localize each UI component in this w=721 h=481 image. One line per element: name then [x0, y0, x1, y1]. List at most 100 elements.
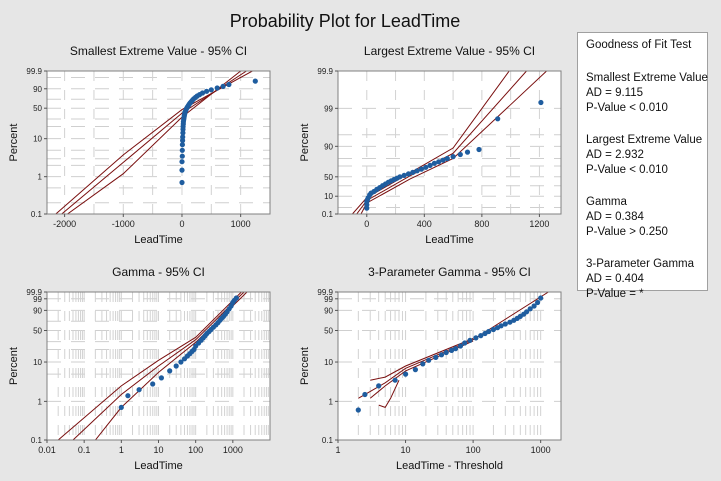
- data-point: [233, 295, 239, 301]
- data-point: [449, 347, 455, 353]
- x-tick-label: 1000: [531, 445, 551, 455]
- gof-ad-value: AD = 0.404: [586, 273, 644, 285]
- x-tick-label: 0.01: [38, 445, 56, 455]
- x-tick-label: 1: [335, 445, 340, 455]
- x-tick-label: 10: [401, 445, 411, 455]
- ci-upper-line: [370, 338, 474, 381]
- data-point: [464, 149, 471, 155]
- data-point: [392, 377, 398, 383]
- x-tick-label: 1: [119, 445, 124, 455]
- data-point: [440, 157, 446, 163]
- data-point: [490, 326, 496, 333]
- data-point: [410, 169, 416, 175]
- data-point: [498, 323, 504, 329]
- data-point: [220, 83, 226, 89]
- data-point: [118, 404, 124, 410]
- gof-block-sev: Smallest Extreme Value AD = 9.115 P-Valu…: [586, 71, 708, 116]
- data-point: [527, 306, 533, 312]
- fitted-line: [358, 292, 549, 399]
- x-tick-label: 0: [179, 219, 184, 229]
- x-tick-label: 100: [188, 445, 203, 455]
- x-tick-label: 100: [466, 445, 481, 455]
- y-tick-label: 0.1: [322, 436, 334, 445]
- data-point: [457, 343, 464, 349]
- gof-dist-name: Smallest Extreme Value: [586, 72, 708, 84]
- data-point: [158, 375, 164, 381]
- data-point: [179, 159, 185, 165]
- data-point: [179, 142, 185, 148]
- y-axis-label: Percent: [8, 347, 20, 385]
- data-point: [473, 335, 479, 341]
- data-point: [226, 81, 232, 88]
- data-points: [364, 99, 544, 211]
- data-point: [401, 172, 407, 178]
- plot-panel: 0.1 1 10 50 90 99.9 -2000 -1000 0 1000 Smallest Ex…: [8, 44, 271, 246]
- x-tick-label: -1000: [112, 219, 135, 229]
- data-point: [208, 87, 214, 93]
- data-point: [412, 367, 418, 373]
- figure-title: Probability Plot for LeadTime: [230, 11, 460, 31]
- ci-line-segment: [378, 379, 400, 409]
- y-tick-label: 99: [324, 295, 333, 304]
- x-tick-label: 0.1: [78, 445, 91, 455]
- ci-lower-line: [57, 292, 242, 440]
- data-points: [118, 295, 239, 410]
- y-tick-label: 10: [324, 358, 333, 367]
- data-point: [376, 383, 382, 389]
- data-point: [426, 357, 432, 363]
- data-point: [167, 368, 173, 374]
- y-tick-label: 99: [324, 104, 333, 113]
- x-axis-label: LeadTime: [134, 460, 183, 472]
- data-point: [538, 295, 544, 301]
- gof-ad-value: AD = 9.115: [586, 87, 644, 99]
- x-tick-label: 1000: [223, 445, 243, 455]
- gof-block-gamma: Gamma AD = 0.384 P-Value > 0.250: [586, 195, 707, 240]
- data-point: [173, 363, 179, 369]
- panel-title: Gamma - 95% CI: [112, 265, 205, 279]
- data-point: [179, 179, 185, 186]
- data-point: [178, 359, 184, 365]
- data-point: [436, 159, 442, 165]
- data-point: [444, 155, 450, 162]
- gof-dist-name: 3-Parameter Gamma: [586, 258, 695, 270]
- x-axis-label: LeadTime: [134, 234, 183, 246]
- data-points: [355, 295, 544, 413]
- data-point: [467, 337, 473, 343]
- data-point: [420, 361, 426, 367]
- y-tick-label: 0.1: [31, 436, 43, 445]
- x-tick-label: 400: [417, 219, 432, 229]
- data-point: [179, 147, 185, 153]
- data-point: [252, 78, 258, 84]
- y-axis-label: Percent: [299, 124, 311, 162]
- data-point: [362, 391, 368, 398]
- data-point: [427, 162, 433, 168]
- data-point: [457, 151, 463, 158]
- data-point: [478, 333, 484, 339]
- data-point: [502, 321, 508, 327]
- data-point: [476, 146, 482, 153]
- x-tick-label: 10: [153, 445, 163, 455]
- panel-title: 3-Parameter Gamma - 95% CI: [368, 265, 531, 279]
- data-point: [453, 346, 459, 352]
- data-point: [538, 99, 544, 106]
- y-tick-label: 90: [324, 306, 333, 315]
- data-point: [462, 340, 468, 346]
- data-point: [214, 85, 220, 91]
- data-point: [150, 381, 156, 387]
- y-tick-label: 50: [324, 326, 333, 335]
- data-point: [414, 168, 420, 174]
- fitted-line: [72, 292, 245, 440]
- x-tick-label: 1000: [231, 219, 251, 229]
- y-tick-label: 99.9: [26, 67, 42, 76]
- gof-ad-value: AD = 0.384: [586, 211, 644, 223]
- data-point: [179, 167, 185, 173]
- y-tick-label: 50: [33, 326, 42, 335]
- x-tick-label: 800: [474, 219, 489, 229]
- plot-border: [337, 70, 562, 215]
- data-point: [450, 154, 456, 160]
- data-point: [355, 407, 361, 413]
- y-tick-label: 0.1: [322, 210, 334, 219]
- data-point: [524, 309, 530, 315]
